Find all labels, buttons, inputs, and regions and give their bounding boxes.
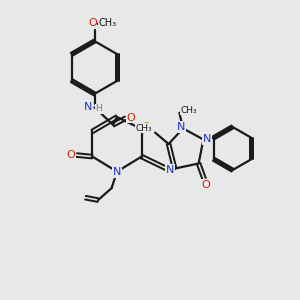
Text: N: N <box>113 167 121 177</box>
Text: N: N <box>177 122 186 132</box>
Text: O: O <box>66 149 75 160</box>
Text: CH₃: CH₃ <box>99 18 117 28</box>
Text: O: O <box>201 180 210 190</box>
Text: H: H <box>96 104 102 113</box>
Text: O: O <box>127 112 136 123</box>
Text: N: N <box>166 165 174 175</box>
Text: N: N <box>203 134 211 144</box>
Text: CH₃: CH₃ <box>135 124 152 133</box>
Text: N: N <box>84 102 92 112</box>
Text: CH₃: CH₃ <box>180 106 197 115</box>
Text: S: S <box>142 122 150 133</box>
Text: O: O <box>88 18 97 28</box>
